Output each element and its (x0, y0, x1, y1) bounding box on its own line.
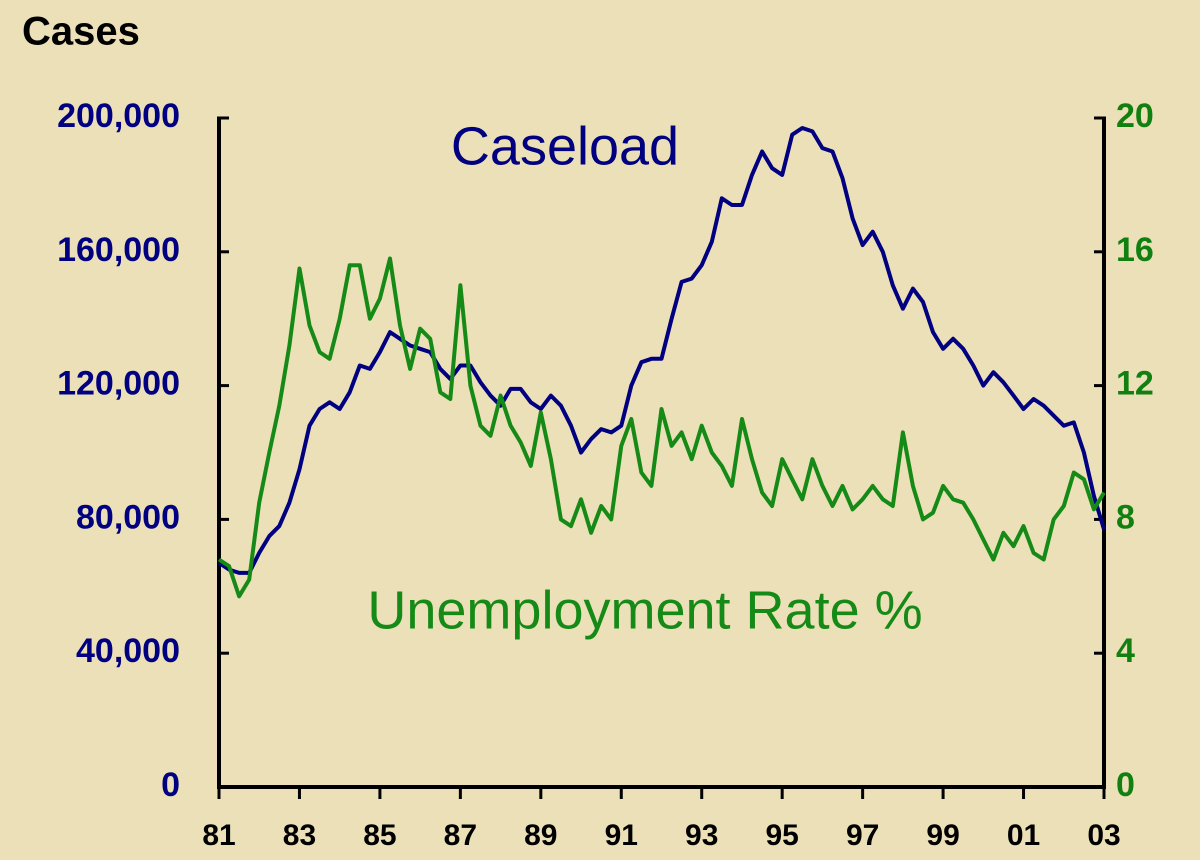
x-tick-label: 85 (363, 819, 396, 852)
series-line (217, 256, 1106, 599)
x-tick-label: 97 (846, 819, 879, 852)
x-tick-label: 81 (202, 819, 235, 852)
x-tick-label: 95 (765, 819, 798, 852)
y-tick-label: 0 (161, 766, 180, 804)
y-tick-label: 160,000 (57, 231, 180, 269)
x-tick-label: 87 (444, 819, 477, 852)
x-tick-label: 91 (605, 819, 638, 852)
x-tick-label: 89 (524, 819, 557, 852)
x-tick-label: 93 (685, 819, 718, 852)
y-tick-label: 80,000 (76, 498, 180, 536)
y-tick-label: 120,000 (57, 365, 180, 403)
y2-tick-label: 4 (1116, 632, 1135, 670)
y2-tick-label: 0 (1116, 766, 1135, 804)
series-line (217, 126, 1106, 575)
x-tick-label: 99 (926, 819, 959, 852)
series-label: Unemployment Rate % (367, 580, 922, 640)
x-tick-label: 83 (283, 819, 316, 852)
y2-tick-label: 20 (1116, 97, 1154, 135)
series-label: Caseload (451, 116, 679, 176)
y2-tick-label: 12 (1116, 365, 1154, 403)
y-tick-label: 200,000 (57, 97, 180, 135)
x-tick-label: 03 (1087, 819, 1120, 852)
y-tick-label: 40,000 (76, 632, 180, 670)
y2-tick-label: 16 (1116, 231, 1154, 269)
x-tick-label: 01 (1007, 819, 1040, 852)
y-axis-title: Cases (22, 10, 140, 54)
y2-tick-label: 8 (1116, 498, 1135, 536)
